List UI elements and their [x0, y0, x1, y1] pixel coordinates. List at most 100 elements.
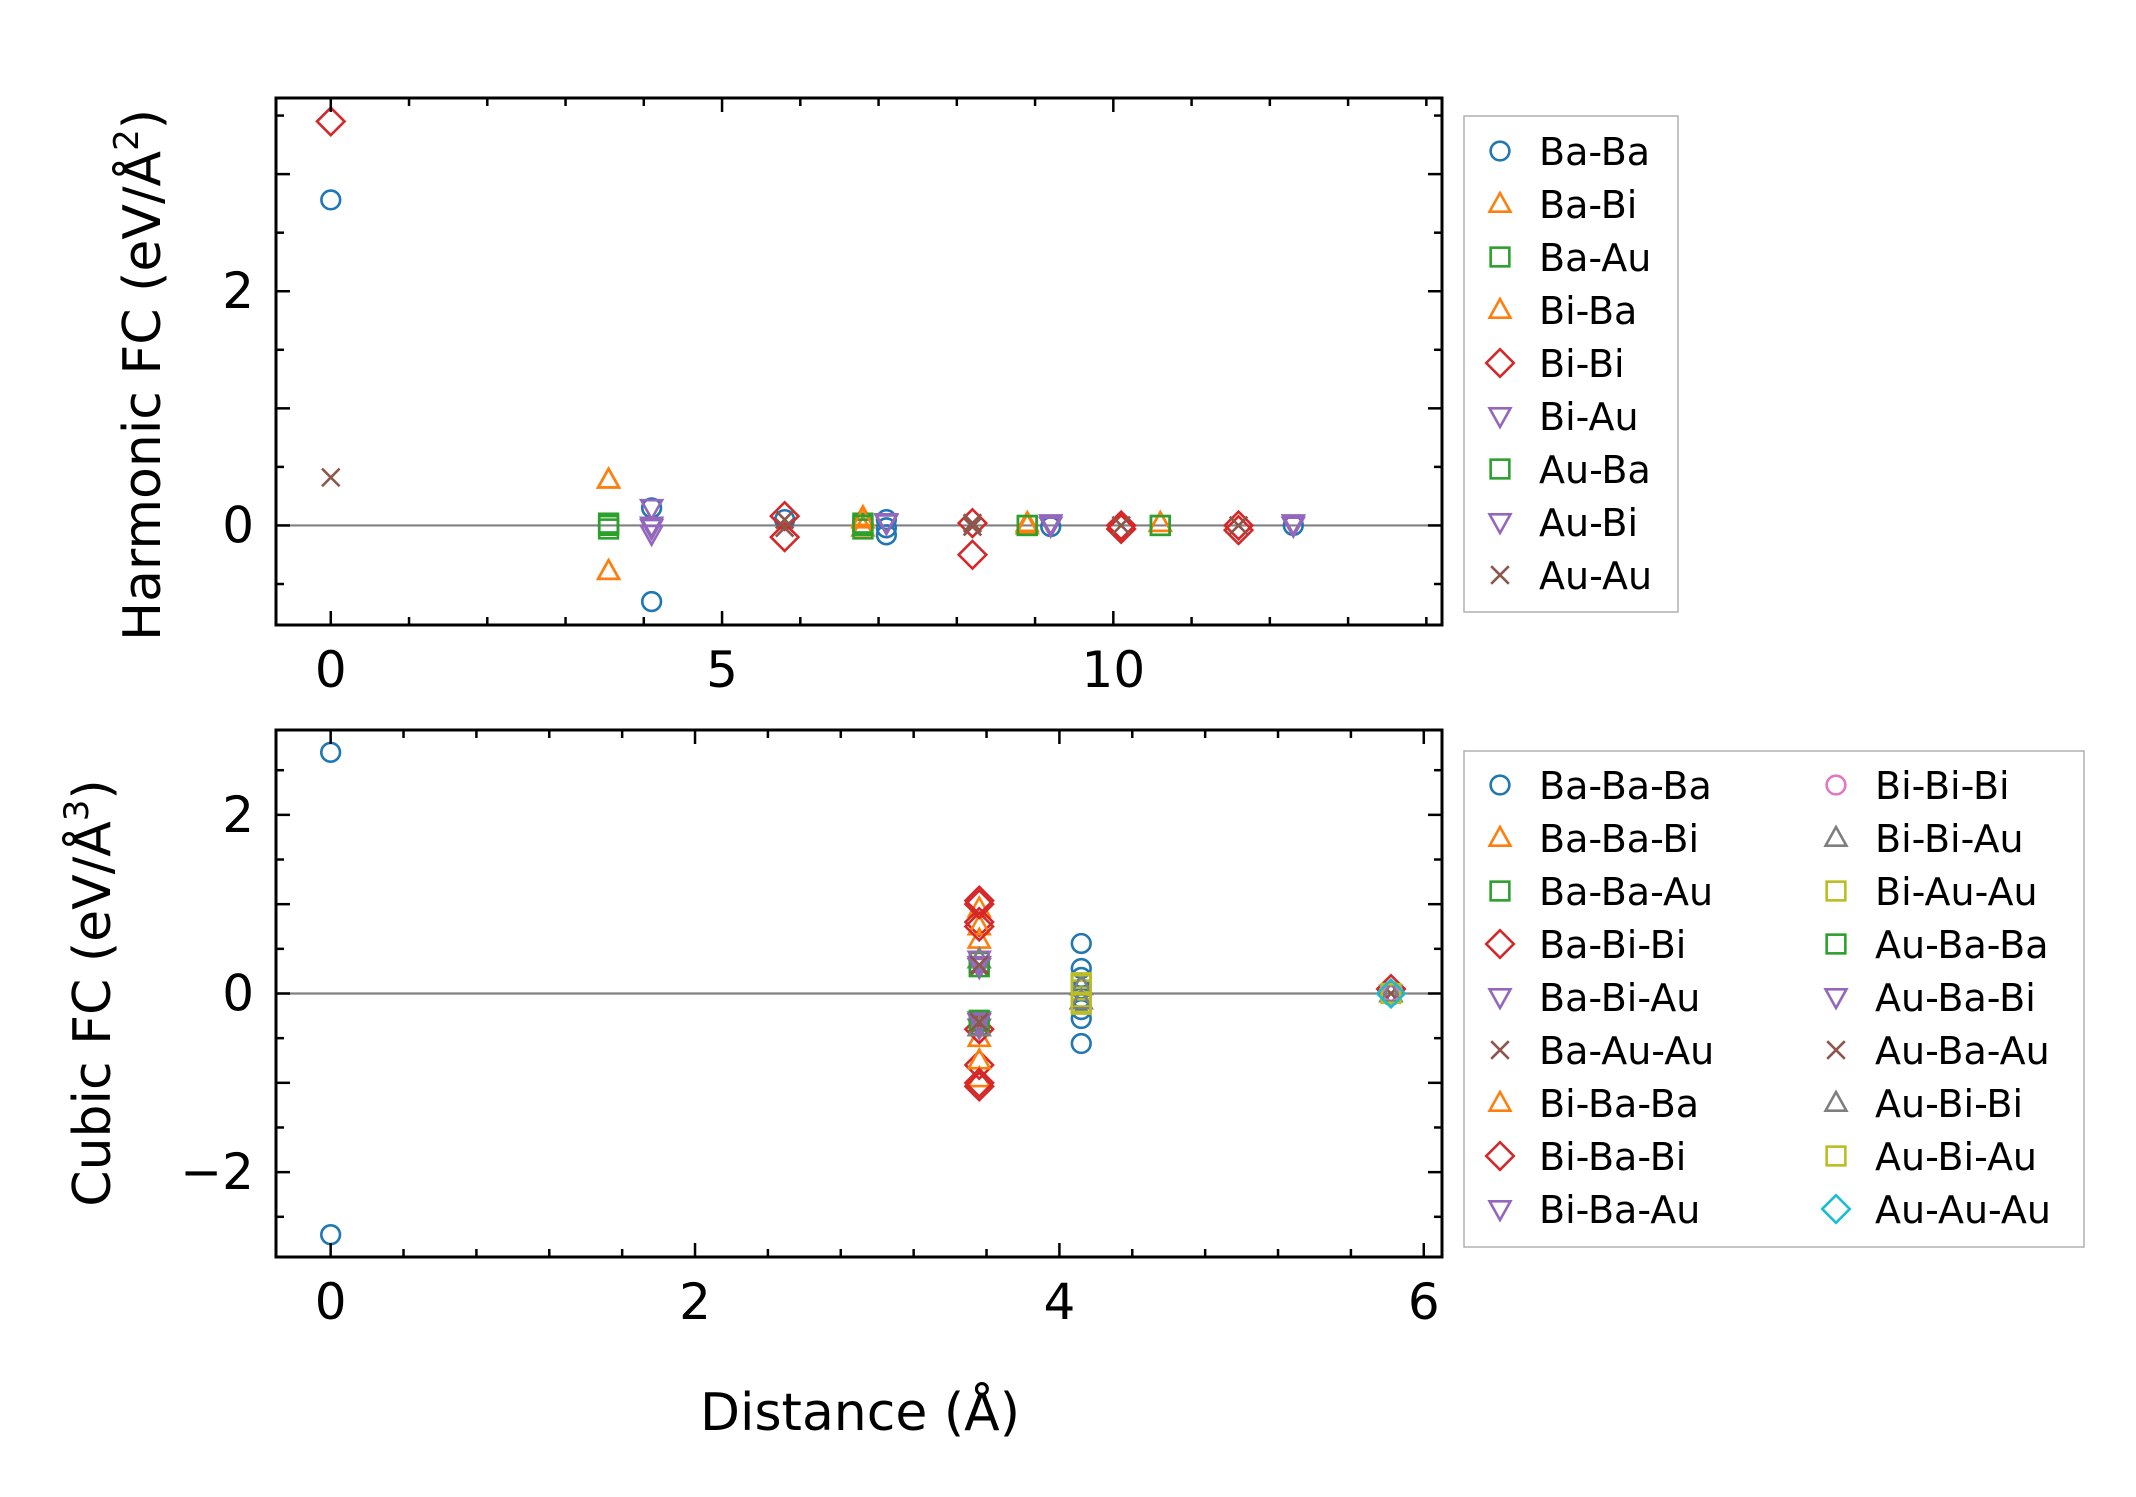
harmonic-legend: Ba-Ba Ba-Bi Ba-Au Bi-Ba Bi-Bi Bi-Au Au-Ba Au-Bi… [1463, 115, 1679, 613]
legend-label-au-ba-bi: Au-Ba-Bi [1875, 976, 2036, 1020]
legend-label-au-au: Au-Au [1539, 554, 1652, 598]
point-bi-au [638, 524, 665, 548]
point-bi-ba [850, 505, 876, 529]
harmonic-scatter-points [315, 105, 1306, 613]
cubic-x-tick-labels: 0 2 4 6 [315, 1273, 1440, 1331]
legend-marker-bi-ba-au [1487, 1200, 1513, 1223]
harmonic-y-tick-label: 2 [222, 262, 254, 320]
point-ba-ba-ba [1070, 1032, 1092, 1055]
point-bi-bi [1222, 514, 1255, 546]
legend-marker-bi-au-au [1825, 880, 1847, 902]
cubic-x-tick-label: 6 [1408, 1273, 1440, 1331]
harmonic-x-tick-labels: 0 5 10 [315, 641, 1145, 699]
legend-marker-ba-ba-bi [1487, 824, 1513, 848]
point-bi-bi [1222, 509, 1255, 542]
legend-label-ba-au: Ba-Au [1539, 236, 1651, 280]
point-bi-ba-bi [963, 1067, 995, 1099]
legend-label-ba-ba-au: Ba-Ba-Au [1539, 870, 1713, 914]
legend-label-bi-ba: Bi-Ba [1539, 289, 1637, 333]
point-ba-ba-ba [1070, 932, 1092, 955]
point-bi-bi [1105, 509, 1137, 542]
cubic-legend-entries: Ba-Ba-Ba Ba-Ba-Bi Ba-Ba-Au Ba-Bi-Bi Ba-Bi-Au… [1484, 764, 2051, 1232]
legend-marker-bi-ba-ba [1487, 1089, 1513, 1112]
point-au-ba [852, 514, 874, 537]
legend-label-bi-ba-au: Bi-Ba-Au [1539, 1188, 1700, 1232]
cubic-legend: Ba-Ba-Ba Ba-Ba-Bi Ba-Ba-Au Ba-Bi-Bi Ba-Bi-Au… [1463, 750, 2085, 1248]
point-au-ba-bi [966, 1013, 992, 1036]
harmonic-x-tick-label: 0 [315, 641, 347, 699]
point-ba-ba-ba [320, 741, 342, 763]
legend-marker-bi-ba-bi [1484, 1140, 1516, 1172]
x-axis-title: Distance (Å) [700, 1381, 1020, 1443]
point-bi-ba-ba [966, 912, 992, 936]
legend-label-au-ba-au: Au-Ba-Au [1875, 1029, 2050, 1073]
legend-marker-bi-ba [1487, 296, 1513, 320]
point-au-bi-au [1380, 982, 1402, 1005]
point-au-ba [1016, 514, 1038, 537]
legend-marker-bi-bi-bi [1825, 774, 1847, 796]
cubic-scatter-points [320, 741, 1407, 1246]
cubic-x-tick-label: 2 [679, 1273, 711, 1331]
cubic-y-axis-title: Cubic FC (eV/Å3) [57, 779, 123, 1206]
point-au-au [1111, 515, 1131, 536]
point-au-bi-au [1070, 991, 1092, 1014]
point-au-ba-ba [968, 1009, 990, 1031]
legend-marker-au-bi-au [1825, 1145, 1847, 1167]
harmonic-legend-entries: Ba-Ba Ba-Bi Ba-Au Bi-Ba Bi-Bi Bi-Au Au-Ba Au-Bi… [1484, 130, 1652, 598]
legend-marker-au-bi [1487, 512, 1513, 536]
legend-marker-bi-bi [1484, 347, 1516, 379]
point-bi-ba [595, 557, 622, 581]
point-bi-bi [769, 521, 801, 553]
point-au-bi [873, 514, 900, 537]
legend-marker-au-au [1490, 565, 1510, 585]
legend-marker-ba-bi-bi [1484, 928, 1516, 960]
harmonic-x-tick-label: 5 [706, 641, 738, 699]
harmonic-panel: 0 5 10 02 Harmonic FC (eV/Å2) Ba-BaBa-BiBa… [107, 96, 1679, 699]
legend-label-bi-ba-ba: Bi-Ba-Ba [1539, 1082, 1699, 1126]
legend-marker-ba-au [1489, 246, 1511, 268]
cubic-y-tick-label: −2 [180, 1143, 254, 1201]
harmonic-x-tick-label: 10 [1082, 641, 1146, 699]
legend-label-au-ba: Au-Ba [1539, 448, 1651, 492]
harmonic-plot-frame [274, 96, 1444, 627]
point-au-au [962, 513, 983, 533]
point-au-au [321, 467, 341, 488]
cubic-y-tick-label: 2 [222, 786, 254, 844]
legend-label-ba-ba-bi: Ba-Ba-Bi [1539, 817, 1699, 861]
point-ba-ba [875, 524, 898, 546]
legend-marker-ba-bi [1487, 190, 1513, 213]
cubic-y-tick-labels: −2 0 2 [180, 786, 254, 1201]
legend-marker-bi-bi-au [1823, 824, 1849, 848]
cubic-y-tick-label: 0 [222, 965, 254, 1023]
cubic-legend-box [1463, 750, 2085, 1248]
point-au-bi [1280, 516, 1306, 540]
point-au-au [774, 518, 795, 538]
point-au-au [962, 516, 983, 537]
harmonic-legend-box [1463, 115, 1679, 613]
point-ba-bi-bi [963, 906, 995, 938]
legend-label-bi-au-au: Bi-Au-Au [1875, 870, 2038, 914]
point-au-bi [1038, 516, 1064, 540]
point-ba-bi-bi [963, 1049, 995, 1081]
harmonic-y-tick-labels: 02 [222, 262, 254, 554]
legend-label-au-bi: Au-Bi [1539, 501, 1638, 545]
point-bi-ba-bi [963, 888, 995, 920]
point-au-ba [597, 514, 620, 537]
point-bi-bi [1105, 513, 1137, 545]
legend-marker-ba-ba [1489, 140, 1511, 162]
point-bi-ba [1014, 509, 1040, 533]
legend-label-ba-bi-bi: Ba-Bi-Bi [1539, 923, 1686, 967]
point-ba-ba [320, 189, 342, 211]
point-bi-au [638, 498, 665, 522]
cubic-plot-frame [274, 728, 1444, 1259]
point-au-au [1228, 515, 1249, 536]
cubic-x-tick-label: 4 [1044, 1273, 1076, 1331]
point-ba-ba [640, 590, 663, 613]
point-au-ba [1149, 514, 1171, 537]
point-ba-bi [595, 466, 622, 489]
legend-label-ba-bi: Ba-Bi [1539, 183, 1637, 227]
legend-marker-ba-au-au [1490, 1040, 1510, 1060]
legend-marker-ba-ba-au [1489, 880, 1511, 902]
